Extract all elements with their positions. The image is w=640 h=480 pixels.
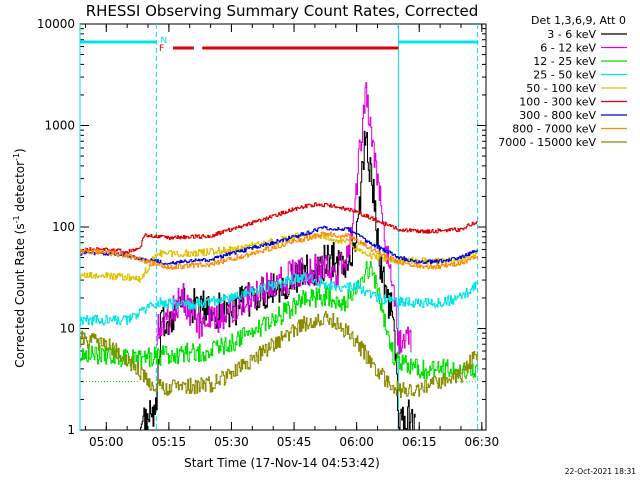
- x-tick-label: 05:45: [277, 435, 312, 449]
- legend-header: Det 1,3,6,9, Att 0: [531, 14, 626, 27]
- y-axis-label-tail: detector: [13, 161, 27, 216]
- x-tick-label: 06:15: [402, 435, 437, 449]
- y-tick-label: 1: [67, 423, 75, 437]
- series-line: [80, 231, 478, 270]
- x-tick-label: 06:30: [465, 435, 500, 449]
- y-tick-label: 1000: [44, 119, 75, 133]
- series-line: [80, 202, 478, 255]
- y-tick-label: 100: [52, 220, 75, 234]
- x-tick-label: 06:00: [339, 435, 374, 449]
- legend-entry-label: 50 - 100 keV: [526, 82, 596, 95]
- x-tick-label: 05:15: [152, 435, 187, 449]
- y-axis-label-sup1: -1: [12, 215, 21, 223]
- legend-entry-label: 6 - 12 keV: [540, 42, 596, 55]
- legend-entry-label: 3 - 6 keV: [547, 28, 596, 41]
- legend-entry-label: 12 - 25 keV: [533, 55, 596, 68]
- series-line: [80, 311, 478, 398]
- x-tick-label: 05:00: [89, 435, 124, 449]
- y-tick-label: 10000: [37, 17, 75, 31]
- generation-timestamp: 22-Oct-2021 18:31: [565, 467, 636, 476]
- y-axis-label-main: Corrected Count Rate (s: [13, 223, 27, 367]
- series-line: [80, 261, 478, 380]
- legend-entry-label: 100 - 300 keV: [519, 96, 596, 109]
- y-tick-label: 10: [60, 322, 75, 336]
- series-line: [80, 232, 478, 283]
- series-line: [156, 82, 412, 355]
- legend-entry-label: 7000 - 15000 keV: [498, 136, 596, 149]
- chart-title: RHESSI Observing Summary Count Rates, Co…: [86, 2, 479, 20]
- legend-entry-label: 800 - 7000 keV: [512, 123, 596, 136]
- night-flag-label: N: [160, 36, 167, 46]
- flare-flag-label: F: [159, 44, 164, 54]
- y-axis-label-end: ): [13, 148, 27, 153]
- x-tick-label: 05:30: [214, 435, 249, 449]
- y-axis-label-sup2: -1: [12, 153, 21, 161]
- series-line: [80, 272, 478, 326]
- legend-entry-label: 25 - 50 keV: [533, 69, 596, 82]
- x-axis-label: Start Time (17-Nov-14 04:53:42): [184, 456, 380, 470]
- legend-entry-label: 300 - 800 keV: [519, 109, 596, 122]
- plot-area: 1 10 100 1000 10000 05:00 05:15 05:30 05:45 06:00…: [37, 17, 499, 449]
- y-axis-label: Corrected Count Rate (s-1 detector-1): [12, 148, 27, 367]
